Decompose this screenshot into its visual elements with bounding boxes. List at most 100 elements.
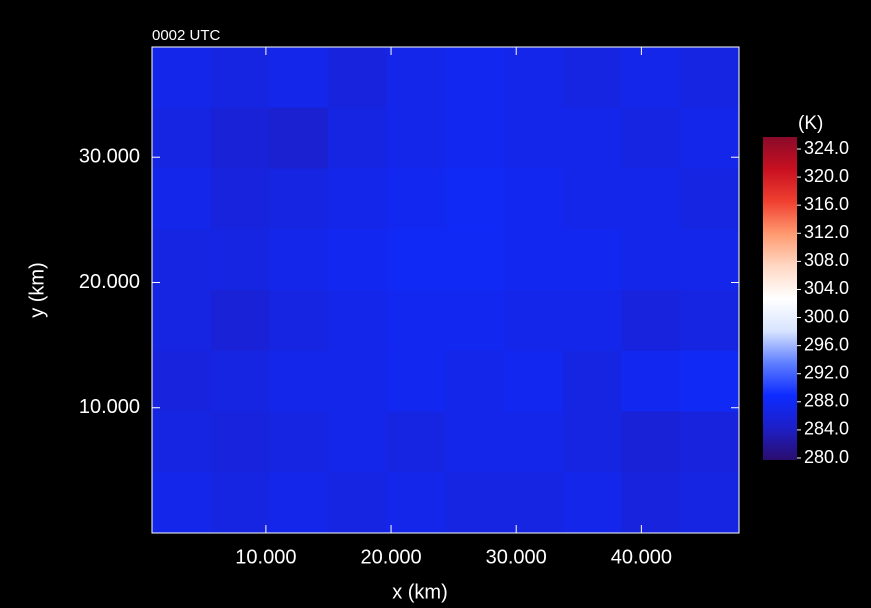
heatmap-cell — [504, 411, 564, 473]
colorbar-tick-label: 316.0 — [804, 194, 849, 214]
colorbar-tick-label: 300.0 — [804, 306, 849, 326]
heatmap-cell — [504, 290, 564, 352]
heatmap-cell — [562, 168, 623, 230]
colorbar-tick-label: 324.0 — [804, 138, 849, 158]
heatmap-cell — [210, 472, 270, 534]
heatmap-cell — [269, 229, 329, 291]
heatmap-cell — [152, 350, 212, 412]
heatmap-cell — [504, 472, 564, 534]
heatmap-cell — [504, 168, 564, 230]
heatmap-cell — [680, 472, 740, 534]
heatmap-cell — [328, 168, 388, 230]
heatmap-cell — [445, 350, 505, 412]
heatmap-cell — [562, 47, 623, 109]
heatmap-cell — [269, 168, 329, 230]
heatmap-cell — [386, 472, 446, 534]
heatmap-cell — [562, 229, 623, 291]
heatmap-cell — [210, 229, 270, 291]
x-axis-label: x (km) — [392, 581, 448, 603]
heatmap-cell — [152, 472, 212, 534]
heatmap-cell — [152, 411, 212, 473]
heatmap-cell — [328, 350, 388, 412]
colorbar-tick-label: 308.0 — [804, 250, 849, 270]
heatmap-cell — [621, 411, 681, 473]
heatmap-cell — [504, 229, 564, 291]
heatmap-cell — [210, 168, 270, 230]
heatmap-cell — [562, 472, 623, 534]
heatmap-cell — [328, 472, 388, 534]
plot-frame — [151, 46, 740, 534]
heatmap-cell — [386, 350, 446, 412]
chart-title: 0002 UTC — [152, 27, 221, 44]
heatmap-cell — [680, 47, 740, 109]
y-tick-label: 30.000 — [79, 146, 140, 168]
heatmap-cell — [328, 229, 388, 291]
y-tick-label: 10.000 — [79, 396, 140, 418]
heatmap-cell — [680, 107, 740, 169]
heatmap-cell — [152, 47, 212, 109]
heatmap-cell — [562, 107, 623, 169]
colorbar-tick-label: 312.0 — [804, 222, 849, 242]
x-tick-label: 30.000 — [486, 546, 547, 568]
heatmap-cell — [269, 290, 329, 352]
heatmap-cell — [621, 107, 681, 169]
heatmap-cell — [621, 472, 681, 534]
heatmap-cell — [210, 47, 270, 109]
heatmap-cell — [621, 229, 681, 291]
heatmap-cell — [269, 411, 329, 473]
heatmap-cell — [386, 229, 446, 291]
heatmap-cell — [445, 107, 505, 169]
heatmap-cell — [445, 411, 505, 473]
y-tick-label: 20.000 — [79, 271, 140, 293]
heatmap-cell — [386, 107, 446, 169]
heatmap-cell — [386, 411, 446, 473]
heatmap-cell — [152, 290, 212, 352]
heatmap-cell — [562, 290, 623, 352]
heatmap-cell — [152, 229, 212, 291]
colorbar-tick-label: 280.0 — [804, 447, 849, 467]
y-axis-label: y (km) — [26, 262, 48, 318]
colorbar-tick-label: 296.0 — [804, 334, 849, 354]
heatmap-cell — [445, 47, 505, 109]
heatmap-cell — [210, 290, 270, 352]
heatmap-cell — [328, 47, 388, 109]
x-tick-label: 20.000 — [360, 546, 421, 568]
heatmap-cell — [445, 168, 505, 230]
heatmap-cell — [152, 107, 212, 169]
heatmap-cell — [386, 290, 446, 352]
heatmap-cell — [445, 472, 505, 534]
heatmap-cell — [328, 411, 388, 473]
heatmap-cell — [152, 168, 212, 230]
heatmap-cell — [386, 47, 446, 109]
heatmap-cell — [621, 47, 681, 109]
heatmap-cell — [504, 107, 564, 169]
heatmap-cell — [210, 411, 270, 473]
x-tick-label: 40.000 — [611, 546, 672, 568]
heatmap-cell — [269, 350, 329, 412]
heatmap-cell — [680, 229, 740, 291]
heatmap-cell — [328, 107, 388, 169]
heatmap-cell — [328, 290, 388, 352]
heatmap-cell — [445, 290, 505, 352]
colorbar-tick-label: 292.0 — [804, 362, 849, 382]
colorbar-title: (K) — [798, 113, 823, 134]
heatmap-cell — [504, 47, 564, 109]
colorbar-tick-label: 288.0 — [804, 391, 849, 411]
colorbar — [763, 137, 797, 460]
heatmap-cell — [210, 350, 270, 412]
heatmap-cell — [680, 290, 740, 352]
heatmap-cell — [680, 350, 740, 412]
heatmap-cell — [269, 472, 329, 534]
heatmap-cell — [269, 107, 329, 169]
heatmap-cell — [386, 168, 446, 230]
heatmap-cell — [269, 47, 329, 109]
heatmap-cell — [680, 168, 740, 230]
heatmap-cell — [562, 411, 623, 473]
x-tick-label: 10.000 — [235, 546, 296, 568]
heatmap-cell — [621, 290, 681, 352]
heatmap-cell — [621, 350, 681, 412]
heatmap-cell — [621, 168, 681, 230]
heatmap-cell — [680, 411, 740, 473]
